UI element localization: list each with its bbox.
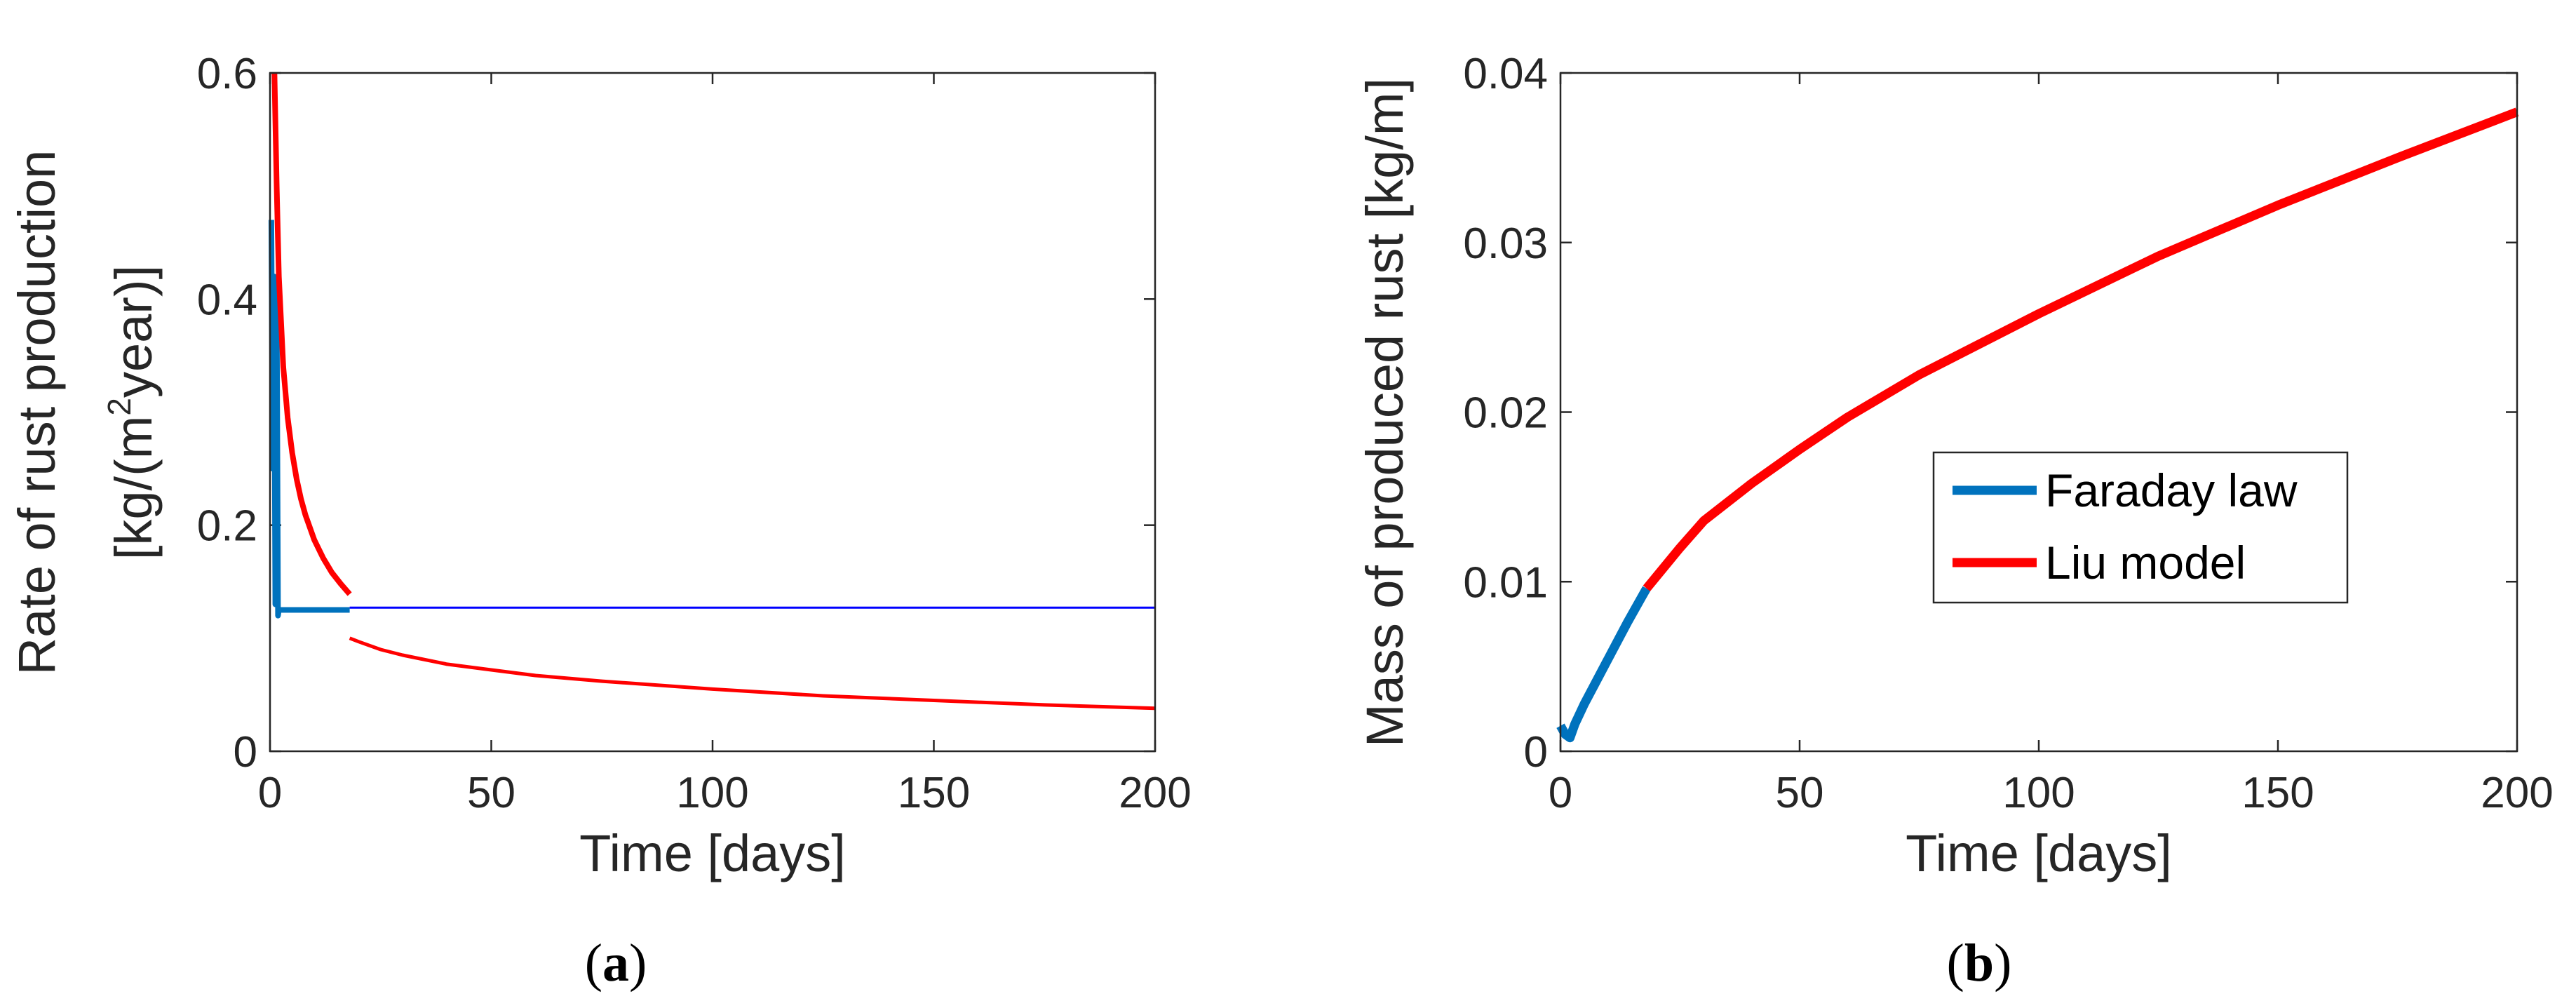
x-tick-label-a-2: 100 — [676, 769, 748, 817]
x-tick-label-b-2: 100 — [2002, 769, 2075, 817]
legend-label-faraday: Faraday law — [2045, 464, 2298, 516]
caption-b-close: ) — [1994, 934, 2011, 993]
x-axis-label-a: Time [days] — [579, 824, 846, 882]
series-line-b-0 — [1556, 586, 1651, 743]
axes-box-b — [1559, 72, 2518, 753]
y-axis-label-a-line2-sup: 2 — [101, 398, 137, 416]
x-tick-label-a-4: 200 — [1119, 769, 1191, 817]
plot-area-a — [270, 73, 1155, 751]
y-tick-label-b-2: 0.02 — [1463, 389, 1548, 438]
x-tick-label-b-0: 0 — [1549, 769, 1572, 817]
series-group-b — [1556, 107, 2519, 743]
y-tick-label-a-0: 0 — [234, 728, 257, 777]
y-tick-label-a-1: 0.2 — [197, 502, 257, 551]
series-line-a-3 — [349, 636, 1156, 711]
x-tick-labels-a: 0 50 100 150 200 — [258, 769, 1192, 817]
y-axis-label-a-line2-pre: [kg/(m — [104, 416, 163, 560]
y-axis-label-a-line2-group: [kg/(m2year)] — [101, 265, 163, 560]
series-group-a — [268, 72, 1156, 711]
caption-b-open: ( — [1947, 934, 1964, 993]
legend-box — [1932, 451, 2349, 604]
x-tick-labels-b: 0 50 100 150 200 — [1549, 769, 2554, 817]
x-axis-label-b: Time [days] — [1906, 824, 2172, 882]
y-tick-labels-b: 0 0.01 0.02 0.03 0.04 — [1463, 50, 1548, 777]
y-axis-label-b-group: Mass of produced rust [kg/m] — [1356, 78, 1414, 747]
legend: Faraday law Liu model — [1932, 451, 2349, 604]
y-axis-label-a-line1: Rate of rust production — [8, 150, 66, 676]
caption-a-close: ) — [629, 934, 647, 993]
caption-a-open: ( — [585, 934, 602, 993]
y-tick-label-b-0: 0 — [1524, 728, 1548, 777]
series-line-b-1 — [1643, 107, 2519, 592]
plot-area-b — [1560, 73, 2517, 751]
y-tick-label-a-3: 0.6 — [197, 50, 257, 98]
y-tick-label-b-3: 0.03 — [1463, 220, 1548, 268]
y-axis-label-a-line2: [kg/(m2year)] — [101, 265, 163, 560]
panel-b: 0 50 100 150 200 0 0.01 0.02 0.03 0.04 Time [day… — [1356, 50, 2554, 993]
x-tick-label-a-0: 0 — [258, 769, 282, 817]
y-axis-label-b: Mass of produced rust [kg/m] — [1356, 78, 1414, 747]
x-tick-label-a-3: 150 — [898, 769, 970, 817]
y-axis-label-a: Rate of rust production — [8, 150, 66, 676]
axes-box-a — [269, 72, 1156, 753]
x-tick-label-b-4: 200 — [2481, 769, 2553, 817]
x-tick-label-a-1: 50 — [467, 769, 515, 817]
series-line-a-0 — [268, 220, 350, 619]
legend-label-liu: Liu model — [2045, 537, 2246, 589]
y-axis-label-a-line2-post: year)] — [104, 265, 163, 398]
caption-b-letter: b — [1964, 934, 1994, 993]
y-tick-labels-a: 0 0.2 0.4 0.6 — [197, 50, 257, 777]
y-tick-label-b-1: 0.01 — [1463, 558, 1548, 607]
caption-a: (a) — [585, 934, 647, 993]
series-line-a-2 — [271, 72, 352, 596]
y-tick-label-b-4: 0.04 — [1463, 50, 1548, 98]
y-tick-label-a-2: 0.4 — [197, 276, 257, 324]
x-tick-label-b-3: 150 — [2241, 769, 2314, 817]
caption-a-letter: a — [602, 934, 629, 993]
caption-b: (b) — [1947, 934, 2012, 993]
x-tick-label-b-1: 50 — [1776, 769, 1824, 817]
panel-a: 0 50 100 150 200 0 0.2 0.4 0.6 Time [days] Rate… — [8, 50, 1192, 993]
